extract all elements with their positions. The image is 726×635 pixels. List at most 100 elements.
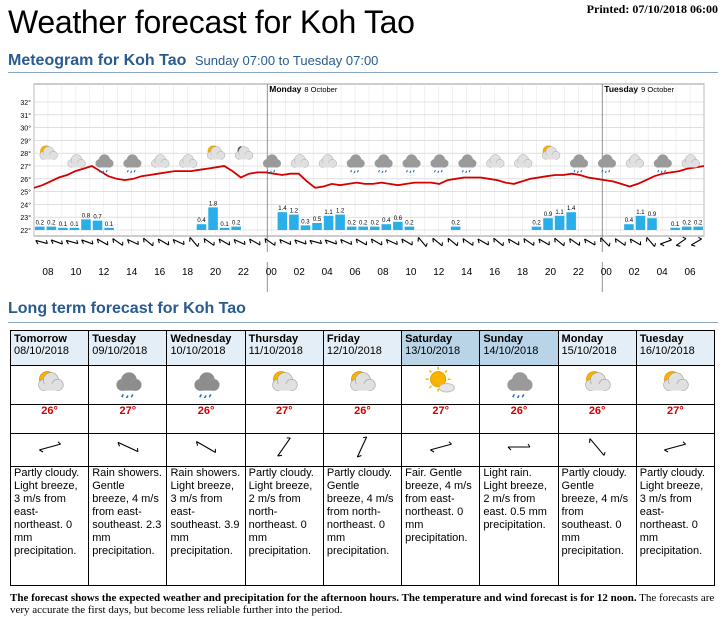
day-name: Friday xyxy=(326,333,360,345)
day-header: Saturday 13/10/2018 xyxy=(401,330,481,366)
cl-icon xyxy=(486,154,505,168)
wind-arrow-icon xyxy=(117,441,139,453)
wind-arrow-icon xyxy=(143,237,154,247)
raindrop xyxy=(130,394,134,398)
sun-ray xyxy=(428,369,432,374)
day-date: 11/10/2018 xyxy=(248,345,303,357)
precip-label: 1.4 xyxy=(278,206,287,212)
x-tick-label: 16 xyxy=(154,267,166,278)
precip-label: 0.9 xyxy=(544,212,553,218)
wind-arrow-icon xyxy=(189,237,200,247)
wind-arrow-icon xyxy=(117,441,139,453)
wind-arrow-icon xyxy=(690,236,702,247)
day-date: 14/10/2018 xyxy=(483,345,539,357)
cl-icon xyxy=(290,154,309,168)
day-description: Partly cloudy. Light breeze, 3 m/s from … xyxy=(9,466,90,586)
wind-arrow-icon xyxy=(203,238,215,246)
precip-label: 0.2 xyxy=(348,221,357,227)
precip-label: 1.8 xyxy=(209,201,218,207)
meteogram-divider xyxy=(8,72,718,73)
x-tick-label: 12 xyxy=(98,267,110,278)
x-tick-label: 08 xyxy=(377,267,389,278)
day-description: Rain showers. Gentle breeze, 4 m/s from … xyxy=(88,466,168,586)
precip-label: 0.2 xyxy=(451,221,460,227)
raindrop xyxy=(580,169,583,173)
pc-icon xyxy=(542,145,561,160)
precip-bar xyxy=(681,226,692,230)
cloud-icon xyxy=(585,372,611,391)
raindrop xyxy=(468,169,471,173)
rn-icon xyxy=(430,154,449,174)
cloud-icon xyxy=(507,372,533,391)
day-header: Sunday 14/10/2018 xyxy=(479,330,559,366)
cloud-icon xyxy=(350,372,377,391)
precip-bar xyxy=(58,227,68,230)
partly-cloudy-icon xyxy=(663,371,689,391)
rn-icon xyxy=(653,154,672,174)
raindrop xyxy=(381,170,384,174)
day-name: Tuesday xyxy=(92,333,137,345)
x-tick-label: 10 xyxy=(405,267,417,278)
cloud-icon xyxy=(570,154,589,168)
precip-bar xyxy=(346,226,357,230)
x-tick-label: 00 xyxy=(266,267,278,278)
partly-cloudy-icon xyxy=(272,371,298,391)
day-label: Tuesday 9 October xyxy=(604,84,674,94)
precip-bar xyxy=(104,227,114,230)
rn-icon xyxy=(123,154,142,174)
precip-label: 1.2 xyxy=(290,209,299,215)
day-description: Partly cloudy. Gentle breeze, 4 m/s from… xyxy=(322,466,403,586)
raindrop xyxy=(516,395,520,399)
wind-arrow-icon xyxy=(50,239,63,245)
raindrop xyxy=(208,394,212,398)
wind-arrow-icon xyxy=(385,238,398,246)
day-temperature: 26° xyxy=(9,404,90,434)
rain-showers-icon xyxy=(116,372,142,399)
raindrop xyxy=(664,169,667,173)
raindrop xyxy=(203,395,207,399)
precip-bar xyxy=(554,215,565,230)
day-header: Thursday 11/10/2018 xyxy=(244,330,324,366)
precip-bar xyxy=(404,226,415,230)
raindrop xyxy=(266,169,269,173)
partly-cloudy-icon xyxy=(585,371,611,391)
precip-label: 0.2 xyxy=(532,221,541,227)
precip-label: 1.2 xyxy=(336,209,345,215)
precip-bar xyxy=(370,226,380,230)
wind-arrow-icon xyxy=(279,238,292,246)
cloud-icon xyxy=(458,154,477,168)
fair-icon xyxy=(425,366,455,393)
y-tick-label: 32° xyxy=(20,99,31,107)
y-tick-label: 25° xyxy=(20,189,31,197)
wind-arrow-icon xyxy=(462,238,474,246)
day-description: Rain showers. Light breeze, 3 m/s from e… xyxy=(166,466,246,586)
y-tick-label: 28° xyxy=(20,150,31,158)
wind-arrow-icon xyxy=(340,238,353,246)
y-tick-label: 31° xyxy=(20,112,31,120)
raindrop xyxy=(440,169,443,173)
raindrop xyxy=(199,394,202,398)
wind-arrow-icon xyxy=(38,441,61,453)
rain-showers-icon xyxy=(116,372,142,399)
meteogram-chart: 32° 31° 30° 29° 28° 27° 26° 25° 24° 23° 22° Monday 8… xyxy=(20,83,705,292)
wind-arrow-icon xyxy=(538,238,550,246)
precip-bar xyxy=(69,227,80,230)
wind-arrow-icon xyxy=(294,239,307,245)
cl-icon xyxy=(514,154,533,168)
x-tick-label: 00 xyxy=(601,267,613,278)
x-tick-label: 16 xyxy=(489,267,501,278)
pc-icon xyxy=(272,371,298,391)
wind-arrow-icon xyxy=(447,237,459,247)
rn-icon xyxy=(374,154,393,174)
wind-arrow-icon xyxy=(417,237,428,247)
day-date: 12/10/2018 xyxy=(326,345,382,357)
precip-bar xyxy=(647,218,657,230)
x-tick-label: 04 xyxy=(322,267,334,278)
raindrop xyxy=(601,169,604,173)
precip-bar xyxy=(300,225,311,230)
day-icon-cell xyxy=(166,365,246,405)
cloud-icon xyxy=(430,154,449,168)
pc-icon xyxy=(207,145,226,160)
precip-label: 0.5 xyxy=(313,217,322,223)
raindrop xyxy=(126,169,129,173)
